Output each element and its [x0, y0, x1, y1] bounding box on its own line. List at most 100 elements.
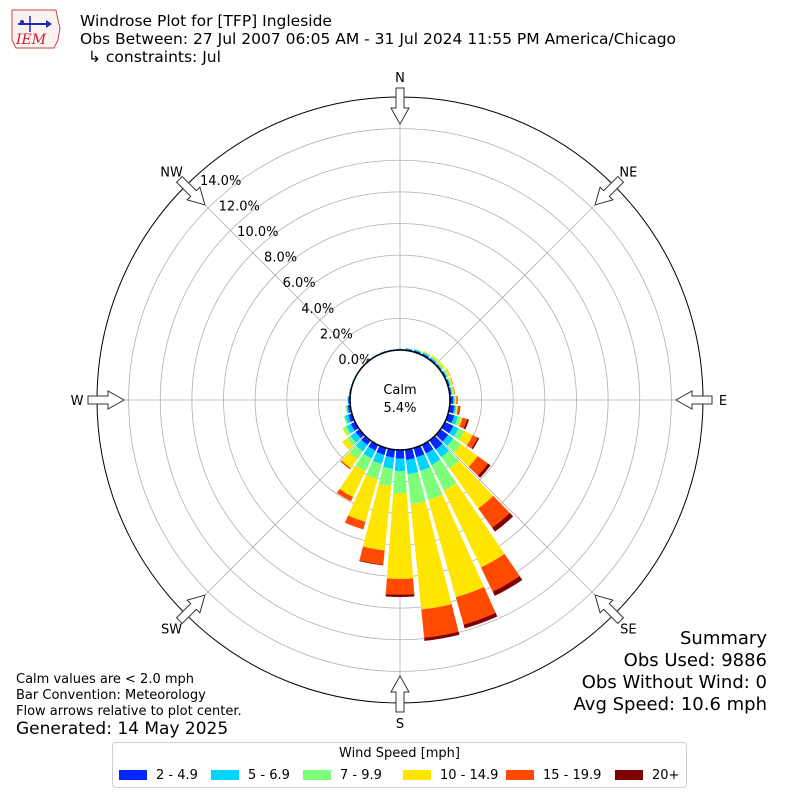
windrose-bar-segment: [450, 387, 453, 395]
windrose-bar-segment: [463, 418, 469, 430]
windrose-bar-segment: [444, 368, 451, 377]
legend-item: 15 - 19.9: [506, 767, 601, 783]
legend-item: 20+: [615, 767, 679, 783]
windrose-bar-segment: [410, 501, 452, 610]
windrose-bar-segment: [463, 612, 498, 629]
windrose-bar-segment: [414, 348, 422, 353]
windrose-bar-segment: [459, 431, 473, 446]
windrose-bar-segment: [423, 350, 431, 356]
windrose-bar-segment: [449, 460, 494, 509]
windrose-bar-segment: [471, 437, 480, 450]
windrose-bar-segment: [459, 417, 468, 429]
windrose-bar-segment: [443, 369, 449, 378]
calm-note: Calm values are < 2.0 mph: [16, 672, 195, 687]
windrose-bar-segment: [442, 370, 448, 378]
direction-label: NW: [160, 166, 183, 181]
windrose-bar-segment: [405, 347, 413, 350]
radial-tick-label: 2.0%: [320, 327, 353, 342]
windrose-bar-segment: [345, 414, 351, 424]
windrose-bar-segment: [441, 450, 460, 469]
windrose-bar-segment: [346, 423, 355, 434]
bar-convention-note: Bar Convention: Meteorology: [16, 688, 206, 703]
windrose-bar-segment: [457, 417, 463, 427]
direction-label: SW: [161, 622, 182, 637]
windrose-bar-segment: [378, 466, 394, 486]
windrose-bar-segment: [453, 444, 478, 467]
grid-spoke: [185, 435, 365, 615]
direction-arrow: [674, 390, 713, 410]
windrose-bar-segment: [468, 456, 489, 476]
windrose-bar-segment: [448, 377, 453, 386]
windrose-bar-segment: [339, 465, 366, 497]
legend-label: 20+: [652, 767, 680, 783]
windrose-bar-segment: [451, 415, 459, 425]
windrose-bar-segment: [437, 362, 444, 370]
windrose-bar-segment: [414, 348, 422, 352]
windrose-bar-segment: [344, 515, 366, 530]
windrose-bar-segment: [447, 378, 451, 386]
legend-label: 2 - 4.9: [156, 767, 198, 783]
windrose-bar-segment: [447, 378, 452, 386]
direction-arrow: [175, 175, 206, 206]
windrose-bar-segment: [453, 396, 455, 404]
windrose-bar-segment: [430, 357, 437, 364]
direction-label: NE: [619, 166, 637, 181]
windrose-bar-segment: [424, 631, 460, 641]
iem-logo: IEM: [11, 9, 61, 49]
legend-swatch: [119, 770, 147, 780]
windrose-bar-segment: [366, 460, 382, 480]
windrose-bar-segment: [348, 413, 355, 423]
legend-swatch: [506, 770, 534, 780]
direction-arrow: [175, 594, 206, 625]
summary-heading: Summary: [680, 628, 767, 649]
windrose-bar-segment: [443, 483, 505, 568]
radial-tick-label: 14.0%: [200, 174, 241, 189]
direction-arrow: [594, 594, 625, 625]
legend-label: 10 - 14.9: [440, 767, 499, 783]
windrose-bar-segment: [343, 415, 348, 425]
windrose-bar-segment: [438, 361, 446, 369]
grid-spoke: [185, 185, 365, 365]
windrose-bar-segment: [371, 353, 378, 358]
windrose-bar-segment: [446, 368, 451, 376]
radial-tick-label: 6.0%: [283, 276, 316, 291]
calm-value: 5.4%: [383, 401, 416, 416]
windrose-bar-segment: [450, 386, 454, 395]
legend-swatch: [403, 770, 431, 780]
summary-avg-speed: Avg Speed: 10.6 mph: [573, 694, 767, 715]
radial-tick-label: 12.0%: [219, 199, 260, 214]
legend-swatch: [211, 770, 239, 780]
legend-swatch: [303, 770, 331, 780]
windrose-bar-segment: [348, 475, 378, 522]
windrose-bar-segment: [343, 425, 351, 436]
windrose-bar-segment: [407, 472, 426, 505]
windrose-bar-segment: [340, 460, 351, 470]
windrose-bar-segment: [359, 560, 384, 566]
legend-label: 7 - 9.9: [340, 767, 382, 783]
direction-label: SE: [620, 622, 636, 637]
windrose-bar-segment: [436, 363, 443, 371]
windrose-bar-segment: [385, 594, 415, 598]
windrose-bar-segment: [355, 439, 368, 452]
windrose-bar-segment: [350, 421, 359, 431]
legend-item: 5 - 6.9: [211, 767, 290, 783]
legend-item: 2 - 4.9: [119, 767, 198, 783]
windrose-bar-segment: [345, 405, 348, 414]
windrose-bar-segment: [422, 352, 430, 358]
windrose-bar-segment: [355, 429, 365, 439]
windrose-bar-segment: [455, 395, 457, 405]
windrose-bar-segment: [454, 405, 457, 415]
direction-label: S: [396, 717, 404, 732]
calm-circle: [349, 349, 451, 451]
generated-date: Generated: 14 May 2025: [16, 719, 229, 739]
flow-note: Flow arrows relative to plot center.: [16, 704, 242, 719]
radial-tick-labels: 0.0% 2.0% 4.0% 6.0% 8.0% 10.0% 12.0% 14.0%: [200, 174, 371, 368]
summary-obs-used: Obs Used: 9886: [623, 650, 767, 671]
legend: Wind Speed [mph] 2 - 4.9 5 - 6.9 7 - 9.9 10…: [112, 742, 687, 788]
windrose-bar-segment: [453, 428, 465, 441]
windrose-bar-segment: [342, 427, 349, 437]
radial-tick-label: 4.0%: [301, 302, 334, 317]
windrose-bar-segment: [492, 512, 514, 532]
radial-tick-label: 10.0%: [237, 225, 278, 240]
